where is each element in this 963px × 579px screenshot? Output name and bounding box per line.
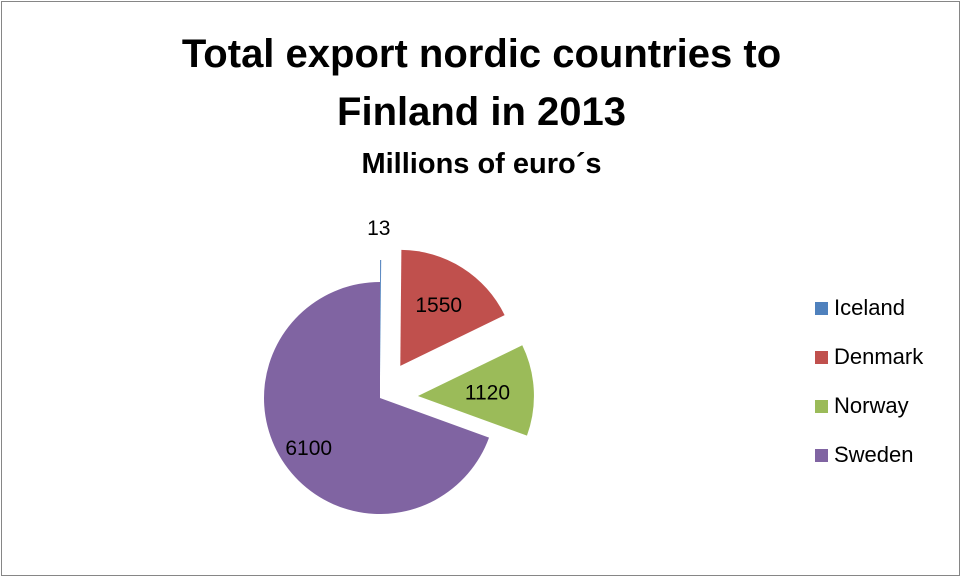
chart-title-line-2: Finland in 2013: [337, 90, 626, 134]
data-label-iceland: 13: [367, 217, 390, 240]
legend-swatch-denmark: [815, 350, 828, 364]
legend-label-norway: Norway: [834, 393, 909, 418]
pie-slice-norway: [417, 345, 534, 436]
legend-swatch-iceland: [815, 301, 828, 315]
data-label-sweden: 6100: [285, 437, 332, 460]
legend-item-denmark: Denmark: [815, 345, 923, 369]
legend-item-norway: Norway: [815, 394, 923, 418]
legend-label-sweden: Sweden: [834, 442, 914, 467]
data-label-denmark: 1550: [415, 294, 462, 317]
legend-swatch-norway: [815, 399, 828, 413]
legend-swatch-sweden: [815, 448, 828, 462]
legend: Iceland Denmark Norway Sweden: [815, 296, 923, 492]
legend-item-iceland: Iceland: [815, 296, 923, 320]
pie-slice-sweden: [264, 282, 490, 514]
legend-label-iceland: Iceland: [834, 295, 905, 320]
data-label-norway: 1120: [465, 381, 510, 404]
legend-label-denmark: Denmark: [834, 344, 924, 369]
legend-item-sweden: Sweden: [815, 443, 923, 467]
chart-title-line-1: Total export nordic countries to: [181, 32, 782, 76]
pie-slice-iceland: [380, 260, 382, 377]
pie-slice-denmark: [400, 249, 505, 366]
chart-subtitle: Millions of euro´s: [361, 148, 602, 180]
